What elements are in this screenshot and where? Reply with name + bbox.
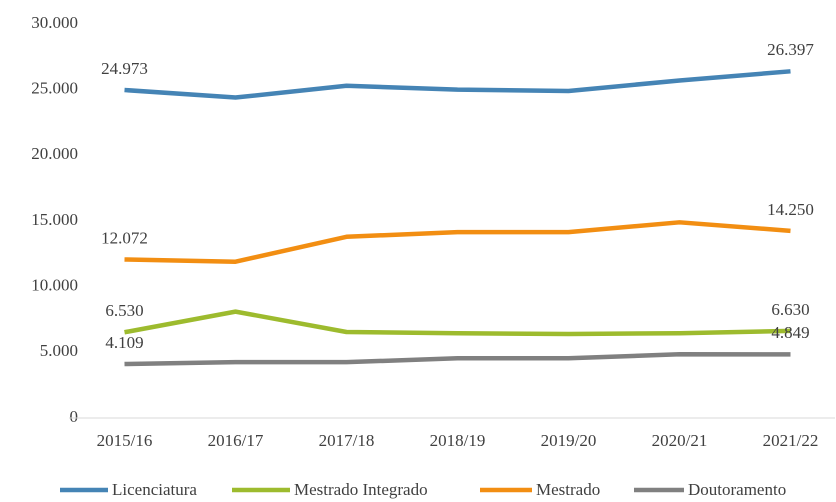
data-label: 26.397 bbox=[767, 40, 814, 59]
x-tick-label: 2021/22 bbox=[763, 431, 819, 450]
legend-label: Mestrado bbox=[536, 480, 600, 499]
y-tick-label: 5.000 bbox=[40, 341, 78, 360]
data-label: 24.973 bbox=[101, 59, 148, 78]
x-tick-label: 2017/18 bbox=[319, 431, 375, 450]
y-tick-label: 25.000 bbox=[31, 79, 78, 98]
x-tick-label: 2015/16 bbox=[97, 431, 153, 450]
series-line bbox=[124, 352, 791, 367]
data-label: 4.109 bbox=[105, 333, 143, 352]
data-label: 6.530 bbox=[105, 301, 143, 320]
x-tick-label: 2019/20 bbox=[541, 431, 597, 450]
series-line bbox=[124, 69, 791, 100]
legend-label: Licenciatura bbox=[112, 480, 197, 499]
data-label: 6.630 bbox=[771, 300, 809, 319]
x-tick-label: 2018/19 bbox=[430, 431, 486, 450]
y-tick-label: 20.000 bbox=[31, 144, 78, 163]
y-tick-label: 30.000 bbox=[31, 13, 78, 32]
legend-label: Mestrado Integrado bbox=[294, 480, 428, 499]
x-tick-label: 2020/21 bbox=[652, 431, 708, 450]
series-line bbox=[124, 309, 791, 337]
x-tick-label: 2016/17 bbox=[208, 431, 264, 450]
series-line bbox=[124, 220, 791, 264]
y-tick-label: 15.000 bbox=[31, 210, 78, 229]
legend-label: Doutoramento bbox=[688, 480, 786, 499]
data-label: 12.072 bbox=[101, 228, 148, 247]
data-label: 4.849 bbox=[771, 323, 809, 342]
y-tick-label: 10.000 bbox=[31, 276, 78, 295]
data-label: 14.250 bbox=[767, 200, 814, 219]
y-tick-label: 0 bbox=[70, 407, 79, 426]
